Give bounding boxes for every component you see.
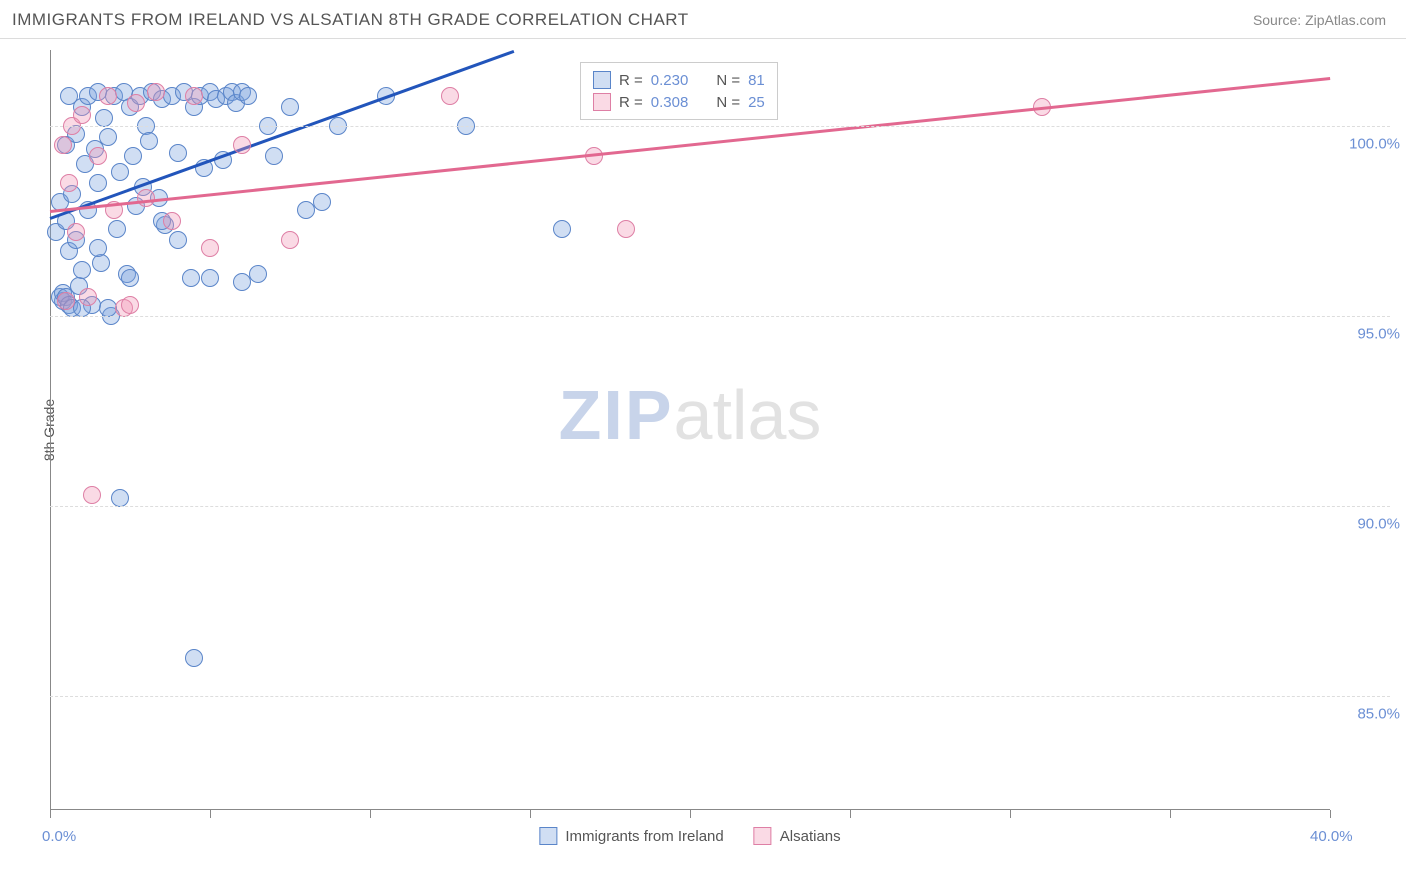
data-point — [201, 239, 219, 257]
x-tick — [850, 810, 851, 818]
legend-swatch — [593, 93, 611, 111]
data-point — [73, 261, 91, 279]
data-point — [169, 231, 187, 249]
x-tick — [370, 810, 371, 818]
y-tick-label: 100.0% — [1349, 136, 1400, 153]
stats-legend: R = 0.230 N = 81 R = 0.308 N = 25 — [580, 62, 778, 120]
data-point — [281, 231, 299, 249]
data-point — [121, 296, 139, 314]
data-point — [83, 486, 101, 504]
data-point — [185, 87, 203, 105]
x-tick-label: 40.0% — [1310, 828, 1353, 845]
data-point — [313, 193, 331, 211]
x-tick — [1010, 810, 1011, 818]
bottom-legend-label: Alsatians — [780, 828, 841, 845]
data-point — [265, 147, 283, 165]
x-tick — [1170, 810, 1171, 818]
legend-r-value: 0.308 — [651, 94, 689, 111]
data-point — [89, 147, 107, 165]
data-point — [79, 288, 97, 306]
stats-legend-row: R = 0.308 N = 25 — [593, 91, 765, 113]
data-point — [185, 649, 203, 667]
data-point — [89, 239, 107, 257]
source-label: Source: — [1253, 12, 1301, 28]
data-point — [124, 147, 142, 165]
data-point — [111, 163, 129, 181]
data-point — [60, 174, 78, 192]
trend-line — [50, 50, 515, 220]
data-point — [54, 136, 72, 154]
data-point — [73, 106, 91, 124]
legend-swatch — [754, 827, 772, 845]
legend-r-value: 0.230 — [651, 72, 689, 89]
legend-r-label: R = — [619, 72, 643, 89]
gridline — [50, 316, 1390, 317]
data-point — [169, 144, 187, 162]
data-point — [111, 489, 129, 507]
data-point — [182, 269, 200, 287]
source-value: ZipAtlas.com — [1305, 12, 1386, 28]
chart-source: Source: ZipAtlas.com — [1253, 12, 1386, 28]
legend-n-value: 81 — [748, 72, 765, 89]
y-tick-label: 85.0% — [1357, 706, 1400, 723]
gridline — [50, 126, 1390, 127]
data-point — [99, 128, 117, 146]
data-point — [233, 136, 251, 154]
gridline — [50, 506, 1390, 507]
bottom-legend-item: Immigrants from Ireland — [539, 827, 723, 845]
y-tick-label: 90.0% — [1357, 516, 1400, 533]
chart-header: IMMIGRANTS FROM IRELAND VS ALSATIAN 8TH … — [0, 0, 1406, 39]
chart-area: 8th Grade ZIPatlas R =0.230N =81R =0.308… — [50, 50, 1330, 810]
data-point — [137, 189, 155, 207]
data-point — [140, 132, 158, 150]
x-tick — [1330, 810, 1331, 818]
bottom-legend-label: Immigrants from Ireland — [565, 828, 723, 845]
y-tick-label: 95.0% — [1357, 326, 1400, 343]
legend-n-label: N = — [716, 72, 740, 89]
legend-n-label: N = — [716, 94, 740, 111]
data-point — [617, 220, 635, 238]
x-tick — [690, 810, 691, 818]
data-point — [249, 265, 267, 283]
stats-legend-row: R = 0.230 N = 81 — [593, 69, 765, 91]
data-point — [239, 87, 257, 105]
data-point — [281, 98, 299, 116]
data-point — [95, 109, 113, 127]
x-tick — [210, 810, 211, 818]
x-tick-label: 0.0% — [42, 828, 76, 845]
data-point — [67, 223, 85, 241]
data-point — [121, 269, 139, 287]
data-point — [92, 254, 110, 272]
x-tick — [50, 810, 51, 818]
data-point — [89, 174, 107, 192]
legend-swatch — [593, 71, 611, 89]
gridline — [50, 696, 1390, 697]
bottom-legend-item: Alsatians — [754, 827, 841, 845]
legend-swatch — [539, 827, 557, 845]
legend-n-value: 25 — [748, 94, 765, 111]
data-point — [108, 220, 126, 238]
data-point — [147, 83, 165, 101]
bottom-legend: Immigrants from Ireland Alsatians — [539, 827, 840, 845]
data-point — [99, 87, 117, 105]
chart-title: IMMIGRANTS FROM IRELAND VS ALSATIAN 8TH … — [12, 10, 689, 30]
x-tick — [530, 810, 531, 818]
data-point — [201, 269, 219, 287]
legend-r-label: R = — [619, 94, 643, 111]
data-point — [127, 94, 145, 112]
data-point — [441, 87, 459, 105]
data-point — [163, 212, 181, 230]
data-point — [57, 292, 75, 310]
data-point — [553, 220, 571, 238]
